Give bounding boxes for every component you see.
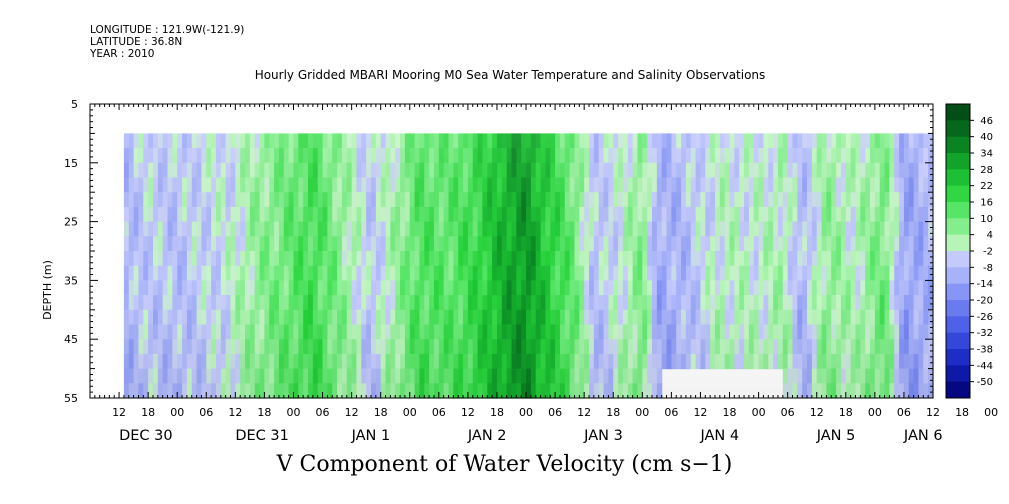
colorbar-label: 4 — [987, 230, 993, 241]
x-hour-tick-label: 12 — [228, 406, 242, 419]
x-day-label: JAN 4 — [699, 428, 739, 444]
colorbar-label: -14 — [977, 279, 993, 290]
x-day-label: JAN 1 — [351, 428, 391, 444]
colorbar-label: 40 — [980, 132, 993, 143]
x-hour-tick-label: 12 — [112, 406, 126, 419]
x-day-label: JAN 3 — [583, 428, 623, 444]
x-day-label: JAN 6 — [903, 428, 943, 444]
x-axis: 12 18 00 06 12 18 00 06 12 18 00 06 12 18 00 06 12 18 00 06… — [89, 104, 998, 444]
colorbar-label: -20 — [977, 296, 993, 307]
x-hour-tick-label: 06 — [897, 406, 911, 419]
x-day-label: JAN 2 — [467, 428, 507, 444]
colorbar-label: 34 — [980, 149, 993, 160]
x-hour-tick-label: 18 — [955, 406, 969, 419]
x-hour-tick-label: 18 — [374, 406, 388, 419]
colorbar-label: -8 — [983, 263, 993, 274]
x-hour-tick-label: 06 — [781, 406, 795, 419]
colorbar-label: -32 — [977, 328, 993, 339]
colorbar-segment — [946, 169, 970, 187]
year-text: YEAR : 2010 — [90, 48, 155, 60]
x-hour-tick-label: 06 — [548, 406, 562, 419]
x-axis-label: V Component of Water Velocity (cm s−1) — [276, 452, 733, 477]
colorbar-label: 22 — [980, 181, 993, 192]
colorbar-label: 46 — [980, 116, 993, 127]
x-day-label: DEC 31 — [235, 428, 289, 444]
x-hour-tick-label: 18 — [141, 406, 155, 419]
colorbar-segment — [946, 349, 970, 366]
x-hour-tick-label: 00 — [984, 406, 998, 419]
x-hour-tick-label: 06 — [316, 406, 330, 419]
colorbar-label: 10 — [980, 214, 993, 225]
x-hour-tick-label: 00 — [286, 406, 300, 419]
y-tick-label: 45 — [64, 333, 78, 346]
x-hour-tick-label: 18 — [606, 406, 620, 419]
x-hour-tick-label: 00 — [519, 406, 533, 419]
longitude-text: LONGITUDE : 121.9W(-121.9) — [90, 24, 245, 36]
depth-shading — [123, 133, 933, 398]
colorbar-segment — [946, 202, 970, 219]
x-hour-tick-label: 12 — [461, 406, 475, 419]
x-hour-tick-label: 00 — [403, 406, 417, 419]
colorbar-segment — [946, 267, 970, 285]
x-hour-tick-label: 00 — [752, 406, 766, 419]
colorbar-label: -38 — [977, 345, 993, 356]
colorbar-segment — [946, 381, 970, 399]
y-tick-label: 25 — [64, 216, 78, 229]
x-day-label: JAN 5 — [816, 428, 856, 444]
colorbar-label: 16 — [980, 198, 993, 209]
x-hour-tick-label: 18 — [723, 406, 737, 419]
x-hour-tick-label: 12 — [810, 406, 824, 419]
colorbar-label: 28 — [980, 165, 993, 176]
colorbar-label: -26 — [977, 312, 993, 323]
colorbar-segment — [946, 136, 970, 154]
y-axis-label: DEPTH (m) — [41, 260, 54, 320]
colorbar-segment — [946, 218, 970, 236]
x-hour-tick-label: 18 — [839, 406, 853, 419]
x-day-label: DEC 30 — [119, 428, 173, 444]
colorbar-segment — [946, 300, 970, 317]
x-hour-tick-label: 18 — [490, 406, 504, 419]
y-tick-label: 5 — [71, 98, 78, 111]
y-tick-label: 15 — [64, 157, 78, 170]
y-axis: 5 15 25 35 45 55 — [64, 98, 933, 405]
colorbar-segment — [946, 120, 970, 138]
colorbar-segment — [946, 153, 970, 170]
chart-title: Hourly Gridded MBARI Mooring M0 Sea Wate… — [254, 68, 766, 82]
colorbar-segment — [946, 234, 970, 252]
colorbar-segment — [946, 316, 970, 334]
y-tick-label: 35 — [64, 274, 78, 287]
x-hour-tick-label: 12 — [926, 406, 940, 419]
y-tick-label: 55 — [64, 392, 78, 405]
x-hour-tick-label: 12 — [693, 406, 707, 419]
colorbar-segment — [946, 251, 970, 268]
colorbar-segment — [946, 283, 970, 301]
colorbar-segment — [946, 365, 970, 383]
heatmap-cells — [123, 133, 934, 399]
x-hour-tick-label: 18 — [257, 406, 271, 419]
x-hour-tick-label: 06 — [432, 406, 446, 419]
latitude-text: LATITUDE : 36.8N — [90, 36, 183, 48]
colorbar-segment — [946, 104, 970, 121]
colorbar-label: -44 — [977, 361, 993, 372]
colorbar-label: -2 — [983, 247, 993, 258]
x-hour-tick-label: 06 — [199, 406, 213, 419]
colorbar: 46 40 34 28 22 16 10 4 -2 -8 -14 -20 -26 -32 -38 -44 -50 — [945, 103, 993, 399]
colorbar-segment — [946, 332, 970, 350]
x-hour-tick-label: 00 — [868, 406, 882, 419]
station-metadata: LONGITUDE : 121.9W(-121.9) LATITUDE : 36… — [90, 24, 244, 60]
x-hour-tick-label: 06 — [664, 406, 678, 419]
x-hour-tick-label: 00 — [170, 406, 184, 419]
x-hour-tick-label: 00 — [635, 406, 649, 419]
colorbar-label: -50 — [977, 377, 993, 388]
colorbar-segment — [946, 185, 970, 203]
x-hour-tick-label: 12 — [345, 406, 359, 419]
x-hour-tick-label: 12 — [577, 406, 591, 419]
